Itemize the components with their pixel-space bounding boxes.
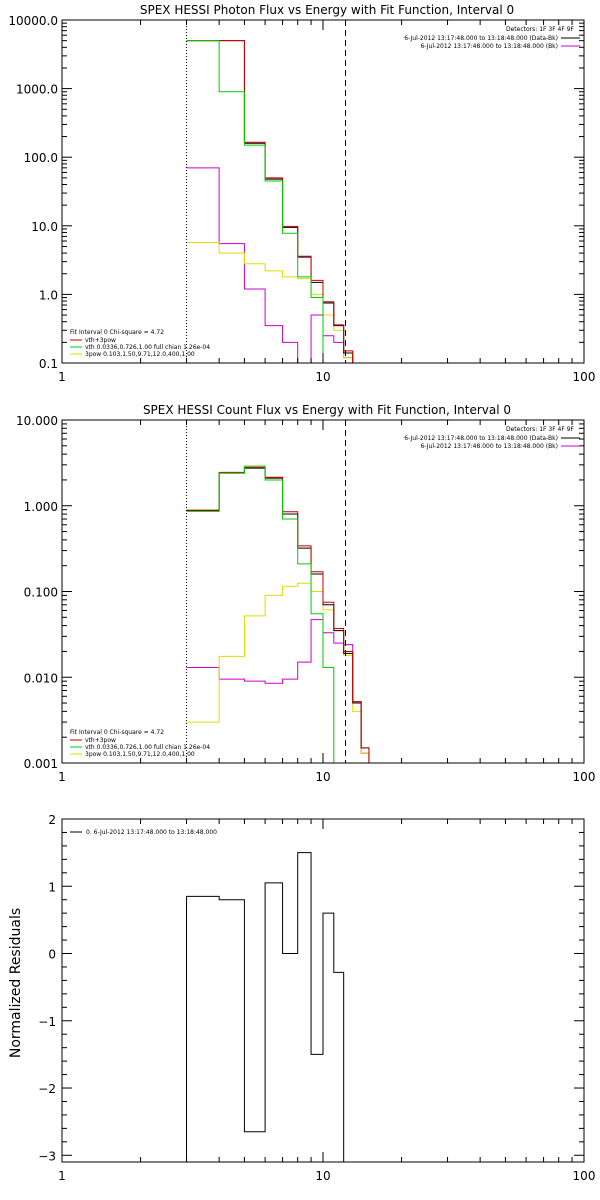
count-flux-title: SPEX HESSI Count Flux vs Energy with Fit… [143, 403, 511, 417]
photon-flux-ytick-label: 1000.0 [16, 83, 58, 97]
legend-entry-vth-3pow: vth+3pow [85, 737, 116, 744]
residuals-ytick-label: −3 [38, 1149, 56, 1163]
photon-flux-panel: SPEX HESSI Photon Flux vs Energy with Fi… [8, 3, 595, 384]
photon-flux-series-data-bk [186, 40, 354, 363]
legend-entry-bk: 6-Jul-2012 13:17:48.000 to 13:18:48.000 … [420, 43, 558, 50]
photon-flux-xtick-label: 10 [315, 370, 330, 384]
photon-flux-ticks: 1 10 100 0.1 1.0 10.0 100.0 1000.0 10000.0 [8, 14, 595, 384]
count-flux-vlines [186, 420, 347, 763]
count-flux-xtick-label: 10 [315, 770, 330, 784]
count-flux-ytick-label: 1.000 [24, 500, 58, 514]
photon-flux-ytick-label: 100.0 [24, 151, 58, 165]
legend-entry-vth-3pow: vth+3pow [85, 337, 116, 344]
residuals-panel: Normalized Residuals 1 10 100 −3 −2 −1 0 1 2 0. … [8, 813, 595, 1183]
legend-entry-3pow: 3pow 0.103,1.50,9.71,12.0,400,1.00 [85, 351, 195, 358]
count-flux-series-data-bk [186, 467, 370, 763]
photon-flux-ytick-label: 0.1 [39, 357, 58, 371]
photon-flux-ytick-label: 10000.0 [8, 14, 58, 28]
residuals-series [186, 852, 345, 1162]
legend-header: Detectors: 1F 3F 4F 9F [506, 26, 575, 33]
photon-flux-legend-top-right: Detectors: 1F 3F 4F 9F 6-Jul-2012 13:17:… [404, 26, 580, 50]
photon-flux-series-bk [186, 167, 354, 363]
legend-entry-bk: 6-Jul-2012 13:17:48.000 to 13:18:48.000 … [420, 443, 558, 450]
residuals-ytick-label: 0 [48, 948, 56, 962]
residuals-ytick-label: 1 [48, 880, 56, 894]
count-flux-ytick-label: 0.100 [24, 586, 58, 600]
residuals-ytick-label: −1 [38, 1015, 56, 1029]
count-flux-ticks: 1 10 100 0.001 0.010 0.100 1.000 10.000 [16, 414, 595, 784]
legend-entry-vth: vth 0.0336,0.726,1.00 full chian 1.26e-0… [85, 744, 210, 751]
count-flux-xtick-label: 100 [573, 770, 596, 784]
photon-flux-legend-bottom-left: Fit Interval 0 Chi-square = 4.72 vth+3po… [70, 329, 210, 358]
count-flux-legend-bottom-left: Fit Interval 0 Chi-square = 4.72 vth+3po… [70, 729, 210, 758]
legend-entry-data-bk: 6-Jul-2012 13:17:48.000 to 13:18:48.000 … [404, 35, 558, 42]
count-flux-ytick-label: 10.000 [16, 414, 58, 428]
residuals-xtick-label: 10 [315, 1169, 330, 1183]
legend-header: Detectors: 1F 3F 4F 9F [506, 426, 575, 433]
photon-flux-series-vth-3pow [186, 40, 354, 363]
residuals-series-residual [186, 852, 345, 1162]
count-flux-panel: SPEX HESSI Count Flux vs Energy with Fit… [16, 403, 595, 784]
photon-flux-title: SPEX HESSI Photon Flux vs Energy with Fi… [140, 3, 514, 17]
photon-flux-ytick-label: 10.0 [31, 220, 58, 234]
count-flux-ytick-label: 0.010 [24, 671, 58, 685]
residuals-xtick-label: 100 [573, 1169, 596, 1183]
count-flux-ytick-label: 0.001 [24, 757, 58, 771]
photon-flux-vlines [186, 20, 347, 363]
count-flux-series-bk [186, 619, 370, 763]
legend-fit-header: Fit Interval 0 Chi-square = 4.72 [70, 329, 164, 336]
photon-flux-xtick-label: 1 [58, 370, 66, 384]
legend-entry-data-bk: 6-Jul-2012 13:17:48.000 to 13:18:48.000 … [404, 435, 558, 442]
residuals-xtick-label: 1 [58, 1169, 66, 1183]
photon-flux-ytick-label: 1.0 [39, 288, 58, 302]
residuals-ytick-label: 2 [48, 813, 56, 827]
legend-entry-3pow: 3pow 0.103,1.50,9.71,12.0,400,1.00 [85, 751, 195, 758]
photon-flux-xtick-label: 100 [573, 370, 596, 384]
count-flux-series-3pow [186, 582, 370, 763]
count-flux-legend-top-right: Detectors: 1F 3F 4F 9F 6-Jul-2012 13:17:… [404, 426, 580, 450]
residuals-ticks: 1 10 100 −3 −2 −1 0 1 2 [38, 813, 595, 1183]
count-flux-xtick-label: 1 [58, 770, 66, 784]
residuals-ytick-label: −2 [38, 1082, 56, 1096]
photon-flux-series [186, 40, 354, 363]
residuals-ylabel: Normalized Residuals [8, 908, 24, 1058]
count-flux-series-vth [186, 465, 369, 763]
legend-entry-vth: vth 0.0336,0.726,1.00 full chian 1.26e-0… [85, 344, 210, 351]
legend-fit-header: Fit Interval 0 Chi-square = 4.72 [70, 729, 164, 736]
photon-flux-series-3pow [186, 242, 354, 363]
residuals-legend: 0. 6-Jul-2012 13:17:48.000 to 13:18:48.0… [70, 829, 217, 836]
residuals-legend-entry: 0. 6-Jul-2012 13:17:48.000 to 13:18:48.0… [86, 829, 217, 836]
photon-flux-series-vth [186, 40, 353, 363]
count-flux-series [186, 465, 370, 763]
